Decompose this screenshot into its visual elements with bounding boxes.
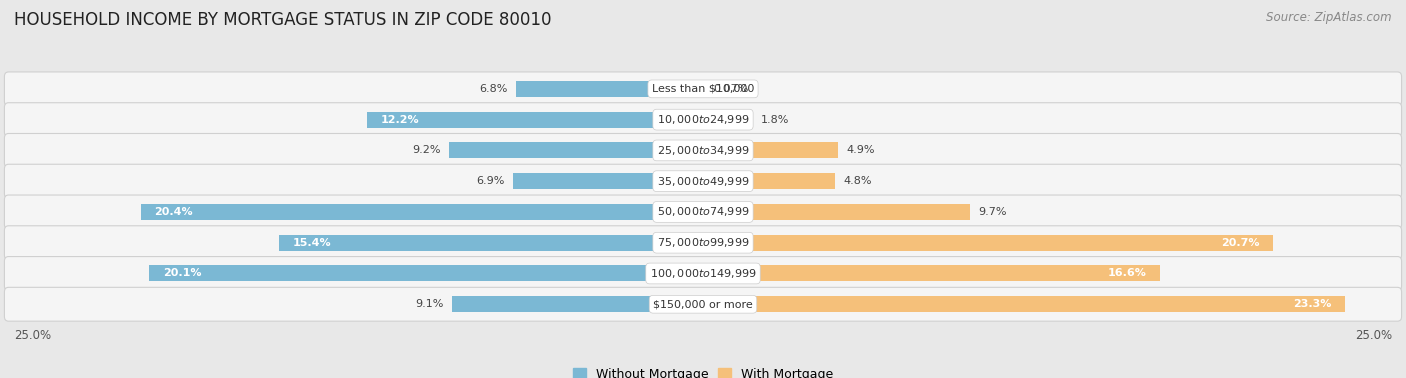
Bar [703, 112, 752, 128]
Text: 9.7%: 9.7% [979, 207, 1007, 217]
FancyBboxPatch shape [4, 164, 1402, 198]
Text: $150,000 or more: $150,000 or more [654, 299, 752, 309]
Bar [453, 296, 703, 312]
Text: 9.2%: 9.2% [413, 146, 441, 155]
Bar [141, 204, 703, 220]
Bar [149, 265, 703, 282]
Text: 6.9%: 6.9% [477, 176, 505, 186]
Text: 25.0%: 25.0% [1355, 329, 1392, 342]
Bar [367, 112, 703, 128]
Text: $75,000 to $99,999: $75,000 to $99,999 [657, 236, 749, 249]
Bar [703, 265, 1160, 282]
Text: $100,000 to $149,999: $100,000 to $149,999 [650, 267, 756, 280]
Text: $35,000 to $49,999: $35,000 to $49,999 [657, 175, 749, 187]
Bar [703, 235, 1274, 251]
Text: $25,000 to $34,999: $25,000 to $34,999 [657, 144, 749, 157]
Bar [278, 235, 703, 251]
FancyBboxPatch shape [4, 103, 1402, 136]
Text: 6.8%: 6.8% [479, 84, 508, 94]
Bar [703, 81, 704, 97]
Text: 4.9%: 4.9% [846, 146, 875, 155]
Bar [450, 143, 703, 158]
FancyBboxPatch shape [4, 133, 1402, 167]
FancyBboxPatch shape [4, 287, 1402, 321]
Text: 0.07%: 0.07% [713, 84, 748, 94]
Text: 4.8%: 4.8% [844, 176, 872, 186]
Bar [513, 173, 703, 189]
Bar [516, 81, 703, 97]
Text: 16.6%: 16.6% [1108, 268, 1147, 279]
FancyBboxPatch shape [4, 257, 1402, 290]
Text: 15.4%: 15.4% [292, 238, 330, 248]
FancyBboxPatch shape [4, 72, 1402, 106]
Bar [703, 143, 838, 158]
Legend: Without Mortgage, With Mortgage: Without Mortgage, With Mortgage [574, 368, 832, 378]
FancyBboxPatch shape [4, 226, 1402, 260]
Text: 1.8%: 1.8% [761, 115, 789, 125]
Text: 20.1%: 20.1% [163, 268, 201, 279]
Bar [703, 296, 1346, 312]
Text: 9.1%: 9.1% [416, 299, 444, 309]
FancyBboxPatch shape [4, 195, 1402, 229]
Text: 12.2%: 12.2% [381, 115, 419, 125]
Bar [703, 204, 970, 220]
Text: $10,000 to $24,999: $10,000 to $24,999 [657, 113, 749, 126]
Text: Source: ZipAtlas.com: Source: ZipAtlas.com [1267, 11, 1392, 24]
Text: $50,000 to $74,999: $50,000 to $74,999 [657, 206, 749, 218]
Text: 20.7%: 20.7% [1222, 238, 1260, 248]
Text: HOUSEHOLD INCOME BY MORTGAGE STATUS IN ZIP CODE 80010: HOUSEHOLD INCOME BY MORTGAGE STATUS IN Z… [14, 11, 551, 29]
Text: 20.4%: 20.4% [155, 207, 193, 217]
Text: 23.3%: 23.3% [1294, 299, 1331, 309]
Text: Less than $10,000: Less than $10,000 [652, 84, 754, 94]
Bar [703, 173, 835, 189]
Text: 25.0%: 25.0% [14, 329, 51, 342]
